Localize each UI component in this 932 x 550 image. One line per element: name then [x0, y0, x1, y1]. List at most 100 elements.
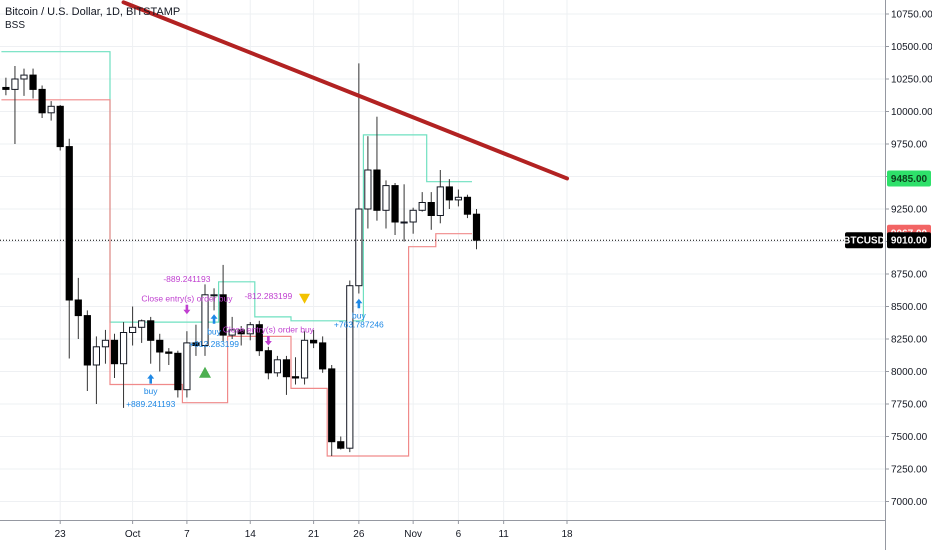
candle: [246, 322, 254, 341]
candle: [355, 63, 363, 294]
price-tick-label: 7500.00: [891, 432, 928, 443]
time-tick-label: 18: [561, 529, 573, 540]
candle: [373, 116, 381, 221]
candle-body: [83, 315, 91, 366]
buy-label: buy: [144, 386, 158, 396]
price-tick-label: 8500.00: [891, 302, 928, 313]
candle: [11, 66, 19, 144]
candle: [119, 322, 128, 408]
price-tick-label: 10250.00: [891, 75, 932, 86]
candle-body: [246, 324, 254, 335]
candle: [20, 68, 28, 96]
candle: [264, 346, 272, 380]
buy-arrow-icon: [355, 298, 363, 309]
candle: [300, 331, 309, 385]
close-signal: Close entry(s) order buy -812.283199: [223, 291, 315, 346]
candle-body: [337, 441, 345, 449]
candle-body: [156, 339, 164, 353]
indicator-bands: [1, 51, 472, 457]
candle: [319, 336, 327, 373]
candle: [138, 319, 146, 343]
price-badge-label: 9485.00: [891, 174, 928, 185]
price-tick-label: 10500.00: [891, 42, 932, 53]
candle-body: [183, 342, 191, 391]
candle: [454, 189, 462, 207]
candle: [382, 180, 390, 229]
symbol-badge-bg: [845, 232, 883, 249]
candle-body: [310, 339, 318, 344]
buy-label: buy: [207, 326, 221, 336]
candle: [201, 284, 209, 356]
candle-body: [92, 346, 101, 366]
time-tick-label: 21: [308, 529, 320, 540]
candle-body: [138, 320, 146, 328]
candle: [282, 355, 291, 395]
candle-body: [463, 196, 472, 215]
candle: [92, 336, 101, 404]
candle-body: [391, 185, 399, 223]
candle-body: [219, 294, 227, 336]
candle-body: [29, 74, 37, 90]
candle-body: [20, 74, 28, 80]
candle-body: [210, 294, 218, 297]
candle-body: [129, 326, 137, 333]
candle: [255, 320, 263, 356]
triangle-up-icon: [199, 366, 211, 378]
candle-body: [147, 320, 155, 341]
candle: [310, 329, 318, 349]
candle-body: [355, 208, 363, 287]
grid: [0, 0, 885, 520]
signals: buy +889.241193 Close entry(s) order buy -8…: [126, 274, 384, 409]
price-tick-label: 9250.00: [891, 205, 928, 216]
candle: [2, 77, 10, 96]
time-tick-label: Oct: [125, 529, 141, 540]
price-tick-label: 8750.00: [891, 270, 928, 281]
price-tick-label: 7750.00: [891, 400, 928, 411]
candle-body: [400, 221, 408, 224]
candle-body: [74, 299, 82, 317]
price-badge-black: 9010.00 BTCUSD: [843, 232, 931, 249]
candle: [165, 348, 173, 365]
trendline: [121, 0, 569, 181]
candle: [156, 333, 164, 372]
buy-signal: buy +812.283199: [189, 314, 239, 349]
candle-body: [346, 285, 354, 449]
candle-body: [454, 196, 462, 201]
candle-body: [165, 351, 173, 354]
symbol-badge-label: BTCUSD: [843, 236, 885, 247]
candle-body: [291, 376, 300, 379]
price-tick-label: 10750.00: [891, 10, 932, 21]
candle-body: [2, 86, 10, 90]
candle: [210, 288, 218, 311]
candle: [147, 316, 155, 364]
indicator-label[interactable]: BSS: [5, 20, 26, 31]
buy-amount: +889.241193: [126, 399, 176, 409]
close-arrow-icon: [264, 336, 272, 346]
candle-body: [101, 339, 110, 348]
candle: [364, 136, 372, 229]
candle-body: [47, 105, 55, 114]
time-tick-label: 6: [456, 529, 462, 540]
buy-amount: +763.787246: [334, 320, 384, 330]
close-amount: -812.283199: [244, 291, 292, 301]
candle-body: [237, 329, 245, 335]
close-label: Close entry(s) order buy: [141, 293, 233, 303]
price-badge-bg: [887, 170, 931, 187]
candle: [472, 209, 481, 250]
candle: [29, 68, 37, 99]
candle-body: [382, 185, 390, 211]
price-tick-label: 8000.00: [891, 367, 928, 378]
candle-body: [300, 339, 309, 379]
candle: [463, 194, 472, 219]
candle-body: [445, 186, 453, 201]
candle: [273, 355, 281, 377]
candle: [56, 105, 64, 151]
trendline-layer[interactable]: [0, 0, 885, 241]
candle: [328, 365, 336, 456]
price-badge-label: 9010.00: [891, 236, 928, 247]
close-arrow-icon: [183, 304, 191, 315]
candle-body: [328, 368, 336, 443]
